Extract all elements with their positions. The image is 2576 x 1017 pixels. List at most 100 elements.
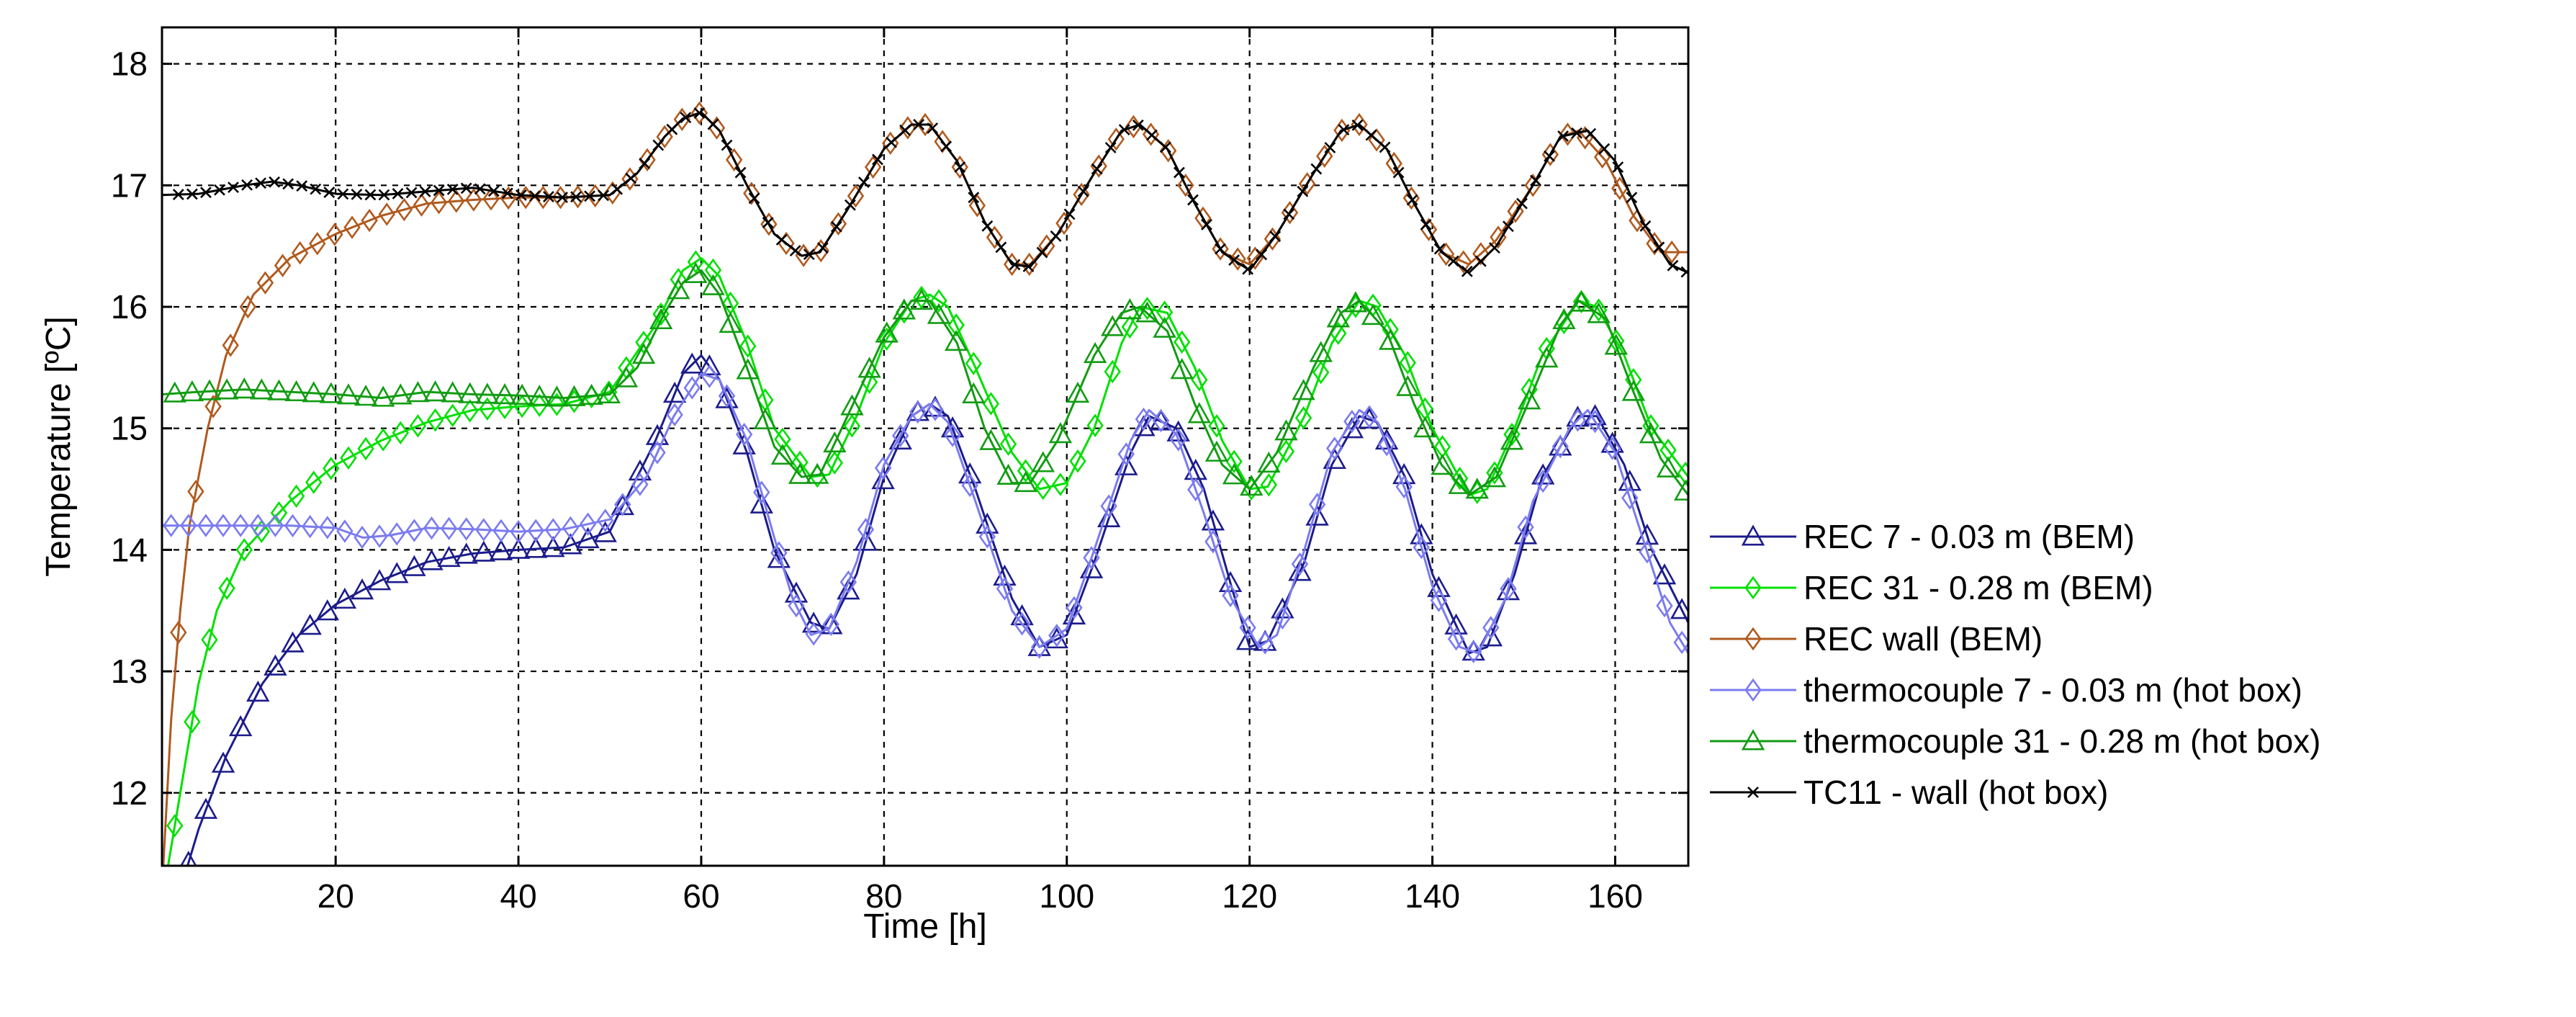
data-point-marker <box>249 514 266 537</box>
legend-swatch-marker <box>1744 678 1762 702</box>
data-point-marker <box>543 191 554 202</box>
data-point-marker <box>281 631 305 653</box>
data-point-marker <box>1448 472 1472 494</box>
data-point-marker <box>1169 428 1187 452</box>
y-tick-label: 12 <box>111 774 148 812</box>
legend-label: thermocouple 7 - 0.03 m (hot box) <box>1803 671 2302 709</box>
data-point-marker <box>839 570 857 594</box>
data-point-marker <box>200 187 212 199</box>
data-point-marker <box>1474 255 1487 267</box>
data-point-marker <box>639 158 651 169</box>
data-point-marker <box>460 182 472 194</box>
data-point-marker <box>726 148 743 172</box>
data-point-marker <box>211 751 235 773</box>
data-point-marker <box>302 381 325 403</box>
legend-swatch-marker <box>1744 627 1762 651</box>
legend-item: REC wall (BEM) <box>1710 620 2043 658</box>
data-point-marker <box>458 517 475 541</box>
data-point-marker <box>1361 405 1378 429</box>
x-tick-label: 100 <box>1039 877 1094 915</box>
data-point-marker <box>1069 449 1086 473</box>
data-point-marker <box>1204 440 1229 462</box>
data-point-marker <box>614 493 631 516</box>
data-point-marker <box>440 516 458 541</box>
data-point-marker <box>1447 255 1459 267</box>
data-point-marker <box>1378 432 1395 457</box>
data-point-marker <box>680 352 704 374</box>
data-point-marker <box>913 119 925 130</box>
data-point-marker <box>1603 436 1621 460</box>
data-point-marker <box>419 186 431 197</box>
data-point-marker <box>1611 176 1629 200</box>
data-point-marker <box>1338 124 1350 136</box>
data-point-marker <box>753 480 770 504</box>
data-point-marker <box>267 379 291 400</box>
data-point-marker <box>323 457 340 480</box>
y-tick-label: 13 <box>111 653 148 690</box>
y-tick-label: 16 <box>111 288 148 326</box>
legend-item: REC 7 - 0.03 m (BEM) <box>1710 518 2135 555</box>
data-point-marker <box>1118 124 1130 136</box>
data-point-marker <box>437 545 461 568</box>
data-point-marker <box>858 176 870 189</box>
data-point-marker <box>1557 130 1569 142</box>
data-point-marker <box>524 537 548 558</box>
data-point-marker <box>166 814 184 838</box>
data-point-marker <box>1208 414 1225 438</box>
data-point-marker <box>837 578 860 600</box>
data-point-marker <box>395 197 413 222</box>
data-point-marker <box>340 446 357 470</box>
axis-ticks: 20 40 60 80 100 120 140 160 12 13 14 15 16 17 18 <box>111 27 1688 915</box>
data-point-marker <box>534 185 552 210</box>
data-point-marker <box>996 577 1014 601</box>
data-point-marker <box>683 376 701 400</box>
data-point-marker <box>1086 413 1104 437</box>
data-point-marker <box>962 382 986 403</box>
data-point-marker <box>774 427 791 452</box>
data-point-marker <box>580 383 603 405</box>
data-point-marker <box>743 182 760 205</box>
data-point-marker <box>1239 474 1264 496</box>
data-point-marker <box>326 223 343 246</box>
y-tick-label: 15 <box>111 410 148 447</box>
y-tick-label: 14 <box>111 531 148 568</box>
data-point-marker <box>172 189 184 200</box>
data-point-marker <box>1288 560 1312 581</box>
data-point-marker <box>163 514 180 537</box>
data-point-marker <box>1639 539 1656 564</box>
data-point-marker <box>598 189 610 202</box>
data-point-marker <box>1343 409 1361 434</box>
data-point-marker <box>1374 428 1399 450</box>
data-point-marker <box>1549 434 1572 456</box>
data-point-marker <box>323 187 335 198</box>
data-point-marker <box>1656 456 1680 478</box>
data-point-marker <box>1066 596 1083 620</box>
data-point-marker <box>298 614 322 635</box>
data-point-marker <box>1604 333 1628 355</box>
data-point-marker <box>357 436 374 461</box>
data-point-marker <box>1639 220 1652 232</box>
data-point-marker <box>406 381 430 403</box>
data-point-marker <box>767 547 791 568</box>
data-point-marker <box>1104 359 1121 384</box>
data-point-marker <box>423 516 441 540</box>
data-point-marker <box>264 654 287 676</box>
data-point-marker <box>430 191 448 215</box>
data-point-marker <box>662 381 687 403</box>
x-tick-label: 60 <box>683 877 719 915</box>
data-point-marker <box>770 541 788 565</box>
data-point-marker <box>1639 422 1663 444</box>
data-point-marker <box>256 271 274 295</box>
data-point-marker <box>1535 346 1559 368</box>
data-point-marker <box>822 612 839 637</box>
data-point-marker <box>1235 629 1260 650</box>
data-point-marker <box>735 422 753 447</box>
data-point-marker <box>1264 227 1282 251</box>
data-point-marker <box>1517 515 1534 539</box>
data-point-marker <box>579 512 597 536</box>
data-point-marker <box>1433 243 1446 255</box>
data-point-marker <box>204 395 222 418</box>
series-line <box>162 269 1688 496</box>
data-point-marker <box>215 514 232 537</box>
x-tick-label: 120 <box>1222 877 1277 915</box>
